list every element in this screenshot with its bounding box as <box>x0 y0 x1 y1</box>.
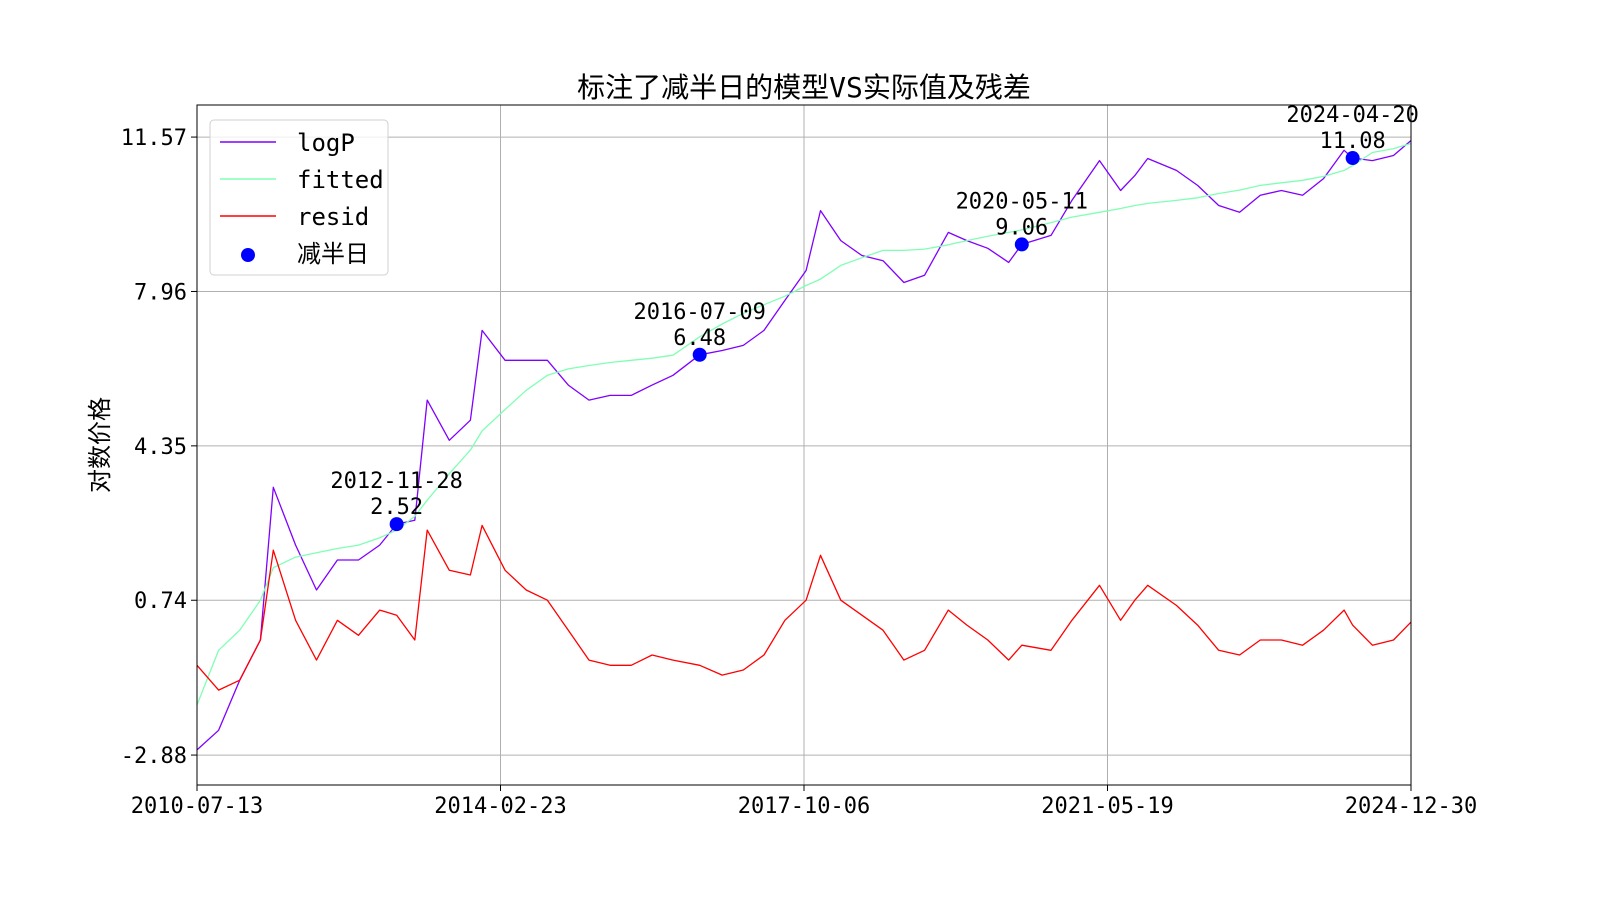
chart-title: 标注了减半日的模型VS实际值及残差 <box>577 71 1031 104</box>
x-tick-label: 2017-10-06 <box>738 794 870 819</box>
halving-point <box>692 347 707 362</box>
plot-frame <box>196 104 1412 786</box>
x-tick-label: 2024-12-30 <box>1345 794 1477 819</box>
annotation-value: 2.52 <box>370 495 423 520</box>
x-tick-label: 2021-05-19 <box>1041 794 1173 819</box>
halving-point <box>1345 151 1360 166</box>
legend-marker <box>241 248 255 262</box>
legend-label: fitted <box>297 166 384 194</box>
y-tick-label: 0.74 <box>134 589 187 614</box>
y-tick-label: 11.57 <box>121 126 187 151</box>
annotation-date: 2020-05-11 <box>956 189 1088 214</box>
halving-point <box>389 517 404 532</box>
annotation-date: 2016-07-09 <box>633 300 765 325</box>
annotation-value: 11.08 <box>1320 129 1386 154</box>
legend-label: logP <box>297 129 355 157</box>
series-line <box>196 524 1412 691</box>
annotation-value: 6.48 <box>673 326 726 351</box>
annotation-date: 2012-11-28 <box>330 469 462 494</box>
annotation-date: 2024-04-20 <box>1286 103 1418 128</box>
y-tick-label: -2.88 <box>121 744 187 769</box>
y-tick-label: 7.96 <box>134 280 187 305</box>
legend-box <box>209 119 389 276</box>
x-tick-label: 2010-07-13 <box>131 794 263 819</box>
y-axis-label: 对数价格 <box>86 397 114 493</box>
annotation-value: 9.06 <box>995 215 1048 240</box>
halving-point <box>1014 237 1029 252</box>
y-tick-label: 4.35 <box>134 435 187 460</box>
legend-label: 减半日 <box>297 240 369 268</box>
legend-label: resid <box>297 203 369 231</box>
x-tick-label: 2014-02-23 <box>434 794 566 819</box>
